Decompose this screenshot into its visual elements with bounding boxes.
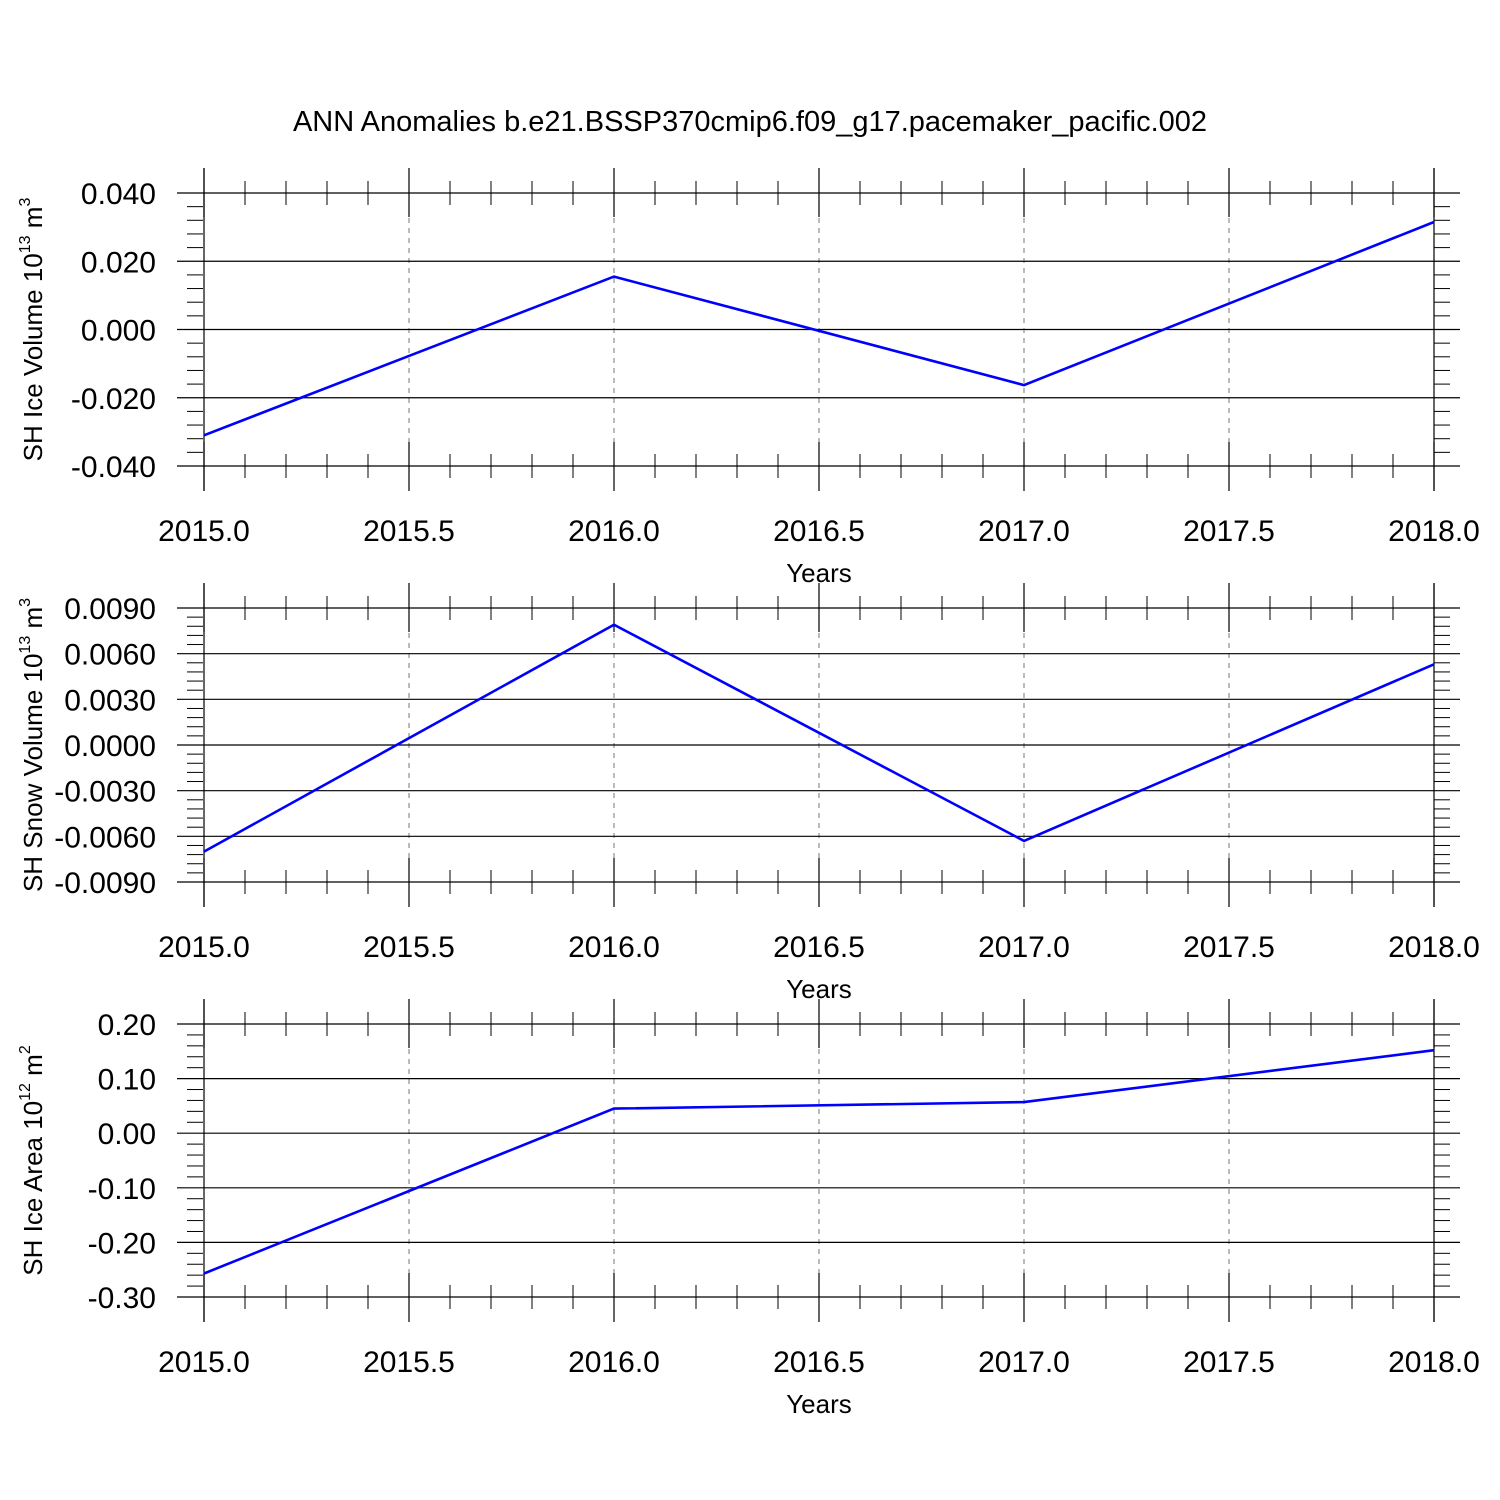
y-axis-label: SH Ice Volume 1013 m3 [17,198,48,462]
y-axis-label-exponent: 3 [17,198,34,207]
y-tick-label: -0.0060 [54,821,156,854]
y-tick-label: 0.10 [98,1064,156,1097]
x-tick-label: 2018.0 [1388,1346,1480,1379]
y-tick-label: 0.020 [81,246,156,279]
y-tick-label: 0.040 [81,178,156,211]
x-tick-label: 2016.5 [773,1346,865,1379]
series-line [203,220,1435,437]
y-axis-label-text: m [18,207,48,236]
y-tick-label: 0.20 [98,1009,156,1042]
y-tick-label: -0.20 [88,1227,156,1260]
x-tick-label: 2017.0 [978,1346,1070,1379]
x-tick-label: 2016.5 [773,931,865,964]
y-axis-label: SH Snow Volume 1013 m3 [17,598,48,892]
y-tick-label: -0.040 [71,451,156,484]
x-tick-label: 2016.0 [568,515,660,548]
series-line [203,623,1435,853]
y-axis-label-exponent: 13 [17,636,34,654]
figure-title: ANN Anomalies b.e21.BSSP370cmip6.f09_g17… [293,106,1207,138]
x-tick-label: 2015.0 [158,1346,250,1379]
y-axis-label-text: m [18,607,48,636]
y-axis-label-text: SH Ice Volume 10 [18,253,48,461]
y-tick-label: 0.0030 [64,684,156,717]
x-tick-label: 2017.5 [1183,1346,1275,1379]
y-axis-label-exponent: 13 [17,235,34,253]
y-tick-label: 0.000 [81,315,156,348]
x-tick-label: 2017.0 [978,931,1070,964]
y-axis-label-exponent: 2 [17,1045,34,1054]
series-line [203,1048,1435,1275]
y-axis-label-text: m [18,1054,48,1083]
x-tick-label: 2015.0 [158,515,250,548]
panel-ice-volume: -0.040 -0.020 0.000 0.020 0.040 2015.0 2015.5 2… [17,168,1480,588]
y-axis-label-exponent: 12 [17,1083,34,1101]
y-tick-label: 0.0060 [64,639,156,672]
y-tick-label: -0.020 [71,383,156,416]
y-axis-label-exponent: 3 [17,598,34,607]
x-tick-label: 2015.5 [363,515,455,548]
x-tick-label: 2017.0 [978,515,1070,548]
y-tick-label: 0.00 [98,1118,156,1151]
x-tick-label: 2015.5 [363,931,455,964]
y-axis-label-text: SH Snow Volume 10 [18,654,48,892]
y-tick-label: -0.10 [88,1173,156,1206]
x-tick-label: 2016.5 [773,515,865,548]
y-tick-label: 0.0000 [64,730,156,763]
x-tick-label: 2017.5 [1183,931,1275,964]
y-tick-label: -0.0030 [54,776,156,809]
y-axis-label: SH Ice Area 1012 m2 [17,1045,48,1276]
y-tick-label: -0.30 [88,1282,156,1315]
y-axis-label-text: SH Ice Area 10 [18,1101,48,1276]
x-tick-label: 2018.0 [1388,931,1480,964]
y-tick-label: 0.0090 [64,593,156,626]
x-tick-label: 2018.0 [1388,515,1480,548]
x-tick-label: 2015.0 [158,931,250,964]
panel-ice-area: -0.30 -0.20 -0.10 0.00 0.10 0.20 2015.0 2015.5 2… [17,999,1480,1419]
x-tick-label: 2017.5 [1183,515,1275,548]
y-tick-label: -0.0090 [54,867,156,900]
x-axis-label: Years [786,1389,852,1419]
panel-snow-volume: -0.0090 -0.0060 -0.0030 0.0000 0.0030 0.0060 0… [17,583,1480,1004]
x-tick-label: 2016.0 [568,931,660,964]
x-tick-label: 2016.0 [568,1346,660,1379]
x-tick-label: 2015.5 [363,1346,455,1379]
